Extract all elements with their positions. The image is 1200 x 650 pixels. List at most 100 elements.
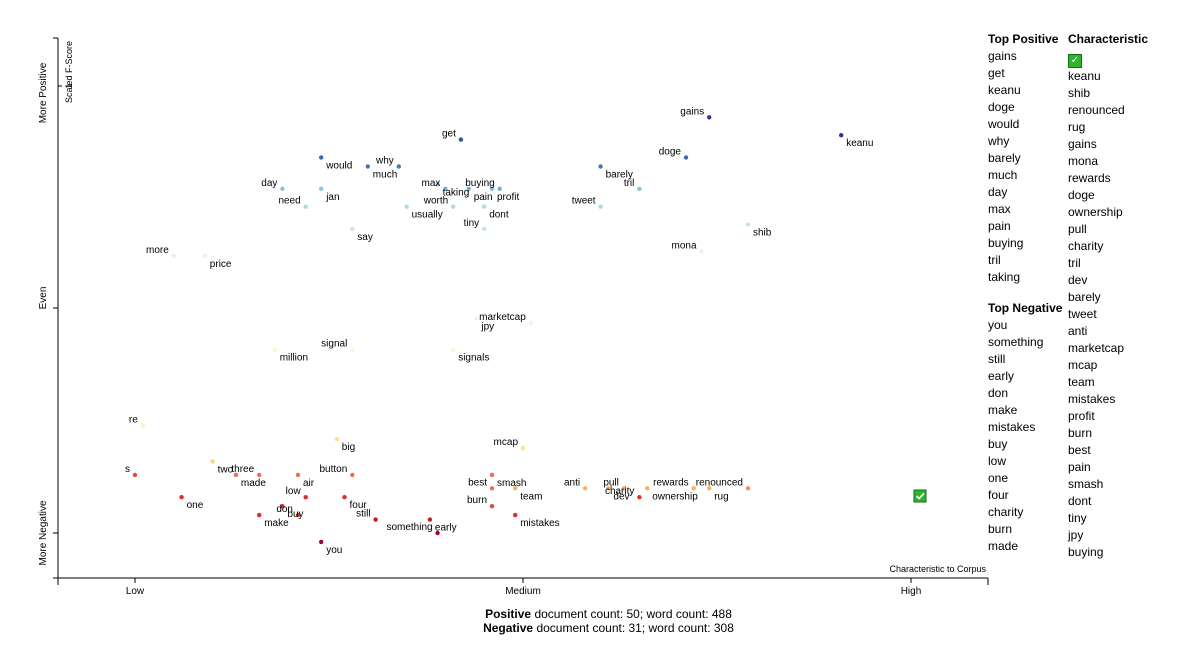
point-buy[interactable]	[280, 504, 285, 509]
point-best[interactable]	[489, 486, 495, 491]
characteristic-item[interactable]: pull	[1068, 222, 1087, 236]
point-label-best[interactable]: best	[468, 477, 487, 488]
characteristic-item[interactable]: rug	[1068, 120, 1086, 134]
top-negative-item[interactable]: don	[988, 386, 1009, 400]
characteristic-item[interactable]: tiny	[1068, 511, 1087, 525]
point-tweet[interactable]	[598, 204, 603, 209]
point-day[interactable]	[280, 186, 285, 191]
point-label-taking[interactable]: taking	[443, 187, 470, 198]
point-usually[interactable]	[404, 204, 409, 209]
top-positive-item[interactable]: barely	[988, 151, 1021, 165]
point-you[interactable]	[319, 539, 324, 545]
point-mona[interactable]	[699, 249, 704, 254]
point-label-made[interactable]: made	[241, 478, 266, 489]
point-dont[interactable]	[482, 204, 487, 209]
point-low[interactable]	[303, 495, 308, 500]
point-re[interactable]	[140, 423, 145, 428]
top-negative-item[interactable]: made	[988, 539, 1019, 553]
point-label-day[interactable]: day	[261, 178, 277, 189]
characteristic-item[interactable]: burn	[1068, 426, 1093, 440]
characteristic-item[interactable]: doge	[1068, 188, 1095, 202]
characteristic-item[interactable]: barely	[1068, 290, 1101, 304]
point-label-something[interactable]: something	[386, 522, 432, 533]
point-label-tril[interactable]: tril	[624, 178, 635, 189]
top-positive-item[interactable]: doge	[988, 100, 1015, 114]
point-profit[interactable]	[489, 186, 495, 191]
check-icon[interactable]	[913, 489, 927, 503]
point-two[interactable]	[210, 459, 215, 464]
point-gains[interactable]	[707, 115, 712, 120]
point-big[interactable]	[334, 436, 339, 442]
characteristic-item[interactable]: anti	[1068, 324, 1088, 338]
point-charity[interactable]	[637, 495, 642, 500]
characteristic-item[interactable]: dev	[1068, 273, 1088, 287]
point-taking[interactable]	[435, 182, 440, 187]
point-dev[interactable]	[606, 486, 611, 491]
point-label-rug[interactable]: rug	[714, 491, 728, 502]
top-positive-item[interactable]: would	[988, 117, 1020, 131]
characteristic-item[interactable]: jpy	[1068, 528, 1084, 542]
point-label-jpy[interactable]: jpy	[480, 321, 494, 332]
point-label-keanu[interactable]: keanu	[846, 138, 873, 149]
point-would[interactable]	[319, 155, 324, 160]
point-label-why[interactable]: why	[375, 156, 394, 167]
top-negative-item[interactable]: early	[988, 369, 1015, 383]
characteristic-item[interactable]: buying	[1068, 545, 1104, 559]
point-label-much[interactable]: much	[373, 170, 397, 181]
point-label-two[interactable]: two	[218, 465, 234, 476]
point-label-tweet[interactable]: tweet	[572, 196, 596, 207]
top-negative-item[interactable]: you	[988, 318, 1008, 332]
point-still[interactable]	[373, 517, 378, 522]
characteristic-item[interactable]: shib	[1068, 86, 1091, 100]
characteristic-item[interactable]: rewards	[1068, 171, 1111, 185]
point-label-smash[interactable]: smash	[497, 478, 526, 489]
point-buying[interactable]	[497, 186, 502, 191]
point-label-max[interactable]: max	[421, 178, 440, 189]
point-label-signal[interactable]: signal	[321, 339, 347, 350]
point-s[interactable]	[132, 472, 138, 478]
characteristic-item[interactable]: mistakes	[1068, 392, 1116, 406]
check-icon[interactable]: ✓	[1068, 54, 1082, 68]
point-label-ownership[interactable]: ownership	[652, 491, 698, 502]
point-label-still[interactable]: still	[356, 509, 370, 520]
characteristic-item[interactable]: tril	[1068, 256, 1081, 270]
point-say[interactable]	[350, 226, 355, 232]
point-rug[interactable]	[707, 486, 712, 491]
characteristic-item[interactable]: dont	[1068, 494, 1092, 508]
point-mistakes[interactable]	[513, 512, 518, 518]
point-label-tiny[interactable]: tiny	[464, 218, 480, 229]
point-label-mistakes[interactable]: mistakes	[520, 518, 559, 529]
point-doge[interactable]	[683, 155, 689, 160]
point-get[interactable]	[458, 137, 464, 142]
point-keanu[interactable]	[839, 133, 844, 138]
point-more[interactable]	[171, 253, 176, 259]
top-positive-item[interactable]: taking	[988, 270, 1021, 284]
point-one[interactable]	[179, 495, 184, 500]
point-label-buy[interactable]: buy	[287, 509, 303, 520]
point-label-one[interactable]: one	[187, 500, 204, 511]
point-label-doge[interactable]: doge	[659, 147, 682, 158]
point-signals[interactable]	[451, 347, 456, 352]
point-label-burn[interactable]: burn	[467, 495, 487, 506]
top-positive-item[interactable]: gains	[988, 49, 1017, 63]
point-label-pain[interactable]: pain	[474, 192, 493, 203]
top-negative-item[interactable]: buy	[988, 437, 1008, 451]
characteristic-item[interactable]: profit	[1068, 409, 1095, 423]
top-negative-item[interactable]: still	[988, 352, 1006, 366]
point-why[interactable]	[396, 164, 401, 169]
point-air[interactable]	[295, 472, 301, 478]
point-rewards[interactable]	[691, 486, 696, 491]
point-label-rewards[interactable]: rewards	[653, 477, 689, 488]
point-worth[interactable]	[451, 204, 456, 209]
top-negative-item[interactable]: make	[988, 403, 1018, 417]
point-label-team[interactable]: team	[520, 491, 542, 502]
point-label-renounced[interactable]: renounced	[696, 477, 743, 488]
characteristic-item[interactable]: marketcap	[1068, 341, 1125, 355]
top-positive-item[interactable]: why	[988, 134, 1010, 148]
top-negative-item[interactable]: burn	[988, 522, 1013, 536]
point-label-gains[interactable]: gains	[680, 106, 704, 117]
top-positive-item[interactable]: get	[988, 66, 1005, 80]
point-pull[interactable]	[621, 486, 627, 491]
characteristic-item[interactable]: gains	[1068, 137, 1097, 151]
characteristic-item[interactable]: keanu	[1068, 69, 1101, 83]
